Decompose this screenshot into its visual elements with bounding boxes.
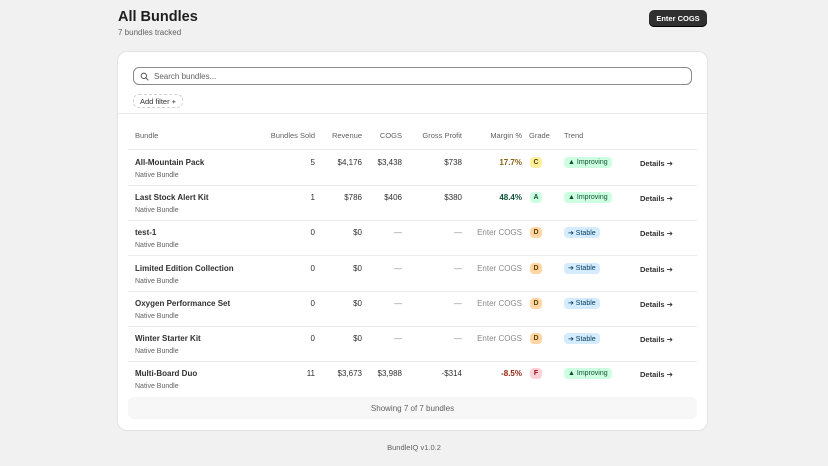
bundle-type: Native Bundle bbox=[135, 207, 179, 215]
gross-profit: $380 bbox=[444, 193, 462, 203]
search-field[interactable] bbox=[133, 67, 692, 85]
trend-badge: ▲ Improving bbox=[564, 368, 612, 380]
col-trend[interactable]: Trend bbox=[564, 131, 584, 140]
revenue: $786 bbox=[344, 193, 362, 203]
trend-badge: ▲ Improving bbox=[564, 192, 612, 204]
revenue: $4,176 bbox=[337, 158, 362, 167]
gross-profit: -$314 bbox=[441, 369, 462, 379]
col-gross-profit[interactable]: Gross Profit bbox=[422, 131, 462, 140]
table-row[interactable]: Multi-Board Duo Native Bundle 11 $3,673 $3,9… bbox=[128, 362, 697, 397]
margin: 17.7% bbox=[499, 158, 522, 167]
margin[interactable]: Enter COGS bbox=[477, 334, 522, 343]
details-link[interactable]: Details ➔ bbox=[640, 299, 673, 309]
app-version: BundleIQ v1.0.2 bbox=[387, 443, 441, 452]
bundle-name: Last Stock Alert Kit bbox=[135, 193, 209, 203]
bundle-type: Native Bundle bbox=[135, 172, 179, 179]
revenue: $0 bbox=[353, 334, 362, 343]
bundle-name: Multi-Board Duo bbox=[135, 369, 198, 379]
search-input[interactable] bbox=[154, 71, 650, 81]
bundle-type: Native Bundle bbox=[135, 348, 179, 355]
page-title: All Bundles bbox=[118, 9, 198, 25]
bundles-sold: 0 bbox=[310, 228, 315, 238]
table-row[interactable]: test-1 Native Bundle 0 $0 — — Enter COGS D ➔ Sta… bbox=[128, 221, 697, 257]
bundles-sold: 1 bbox=[310, 193, 315, 203]
table-footer: Showing 7 of 7 bundles bbox=[128, 397, 697, 419]
bundle-type: Native Bundle bbox=[135, 312, 179, 320]
bundles-sold: 0 bbox=[310, 298, 315, 308]
bundle-name: All-Mountain Pack bbox=[135, 158, 205, 167]
revenue: $3,673 bbox=[337, 369, 362, 379]
cogs: $3,438 bbox=[377, 158, 402, 167]
page-subtitle: 7 bundles tracked bbox=[118, 28, 182, 37]
grade-badge: D bbox=[530, 262, 542, 274]
gross-profit: $738 bbox=[444, 158, 462, 167]
col-grade[interactable]: Grade bbox=[529, 131, 550, 140]
table-row[interactable]: Winter Starter Kit Native Bundle 0 $0 — — Ente… bbox=[128, 327, 697, 362]
grade-badge: D bbox=[530, 297, 542, 309]
enter-cogs-button[interactable]: Enter COGS bbox=[649, 10, 707, 27]
bundle-name: Winter Starter Kit bbox=[135, 334, 201, 343]
margin[interactable]: Enter COGS bbox=[477, 298, 522, 308]
details-link[interactable]: Details ➔ bbox=[640, 194, 673, 204]
revenue: $0 bbox=[353, 298, 362, 308]
col-margin[interactable]: Margin % bbox=[490, 131, 522, 140]
bundles-sold: 0 bbox=[310, 334, 315, 343]
bundle-type: Native Bundle bbox=[135, 242, 179, 250]
details-link[interactable]: Details ➔ bbox=[640, 159, 673, 168]
bundles-sold: 5 bbox=[310, 158, 315, 167]
cogs: — bbox=[394, 334, 402, 343]
col-cogs[interactable]: COGS bbox=[379, 131, 402, 140]
bundle-type: Native Bundle bbox=[135, 277, 179, 285]
trend-badge: ➔ Stable bbox=[564, 262, 600, 274]
grade-badge: F bbox=[530, 368, 542, 380]
bundles-card: Add filter + Bundle Bundles Sold Revenue… bbox=[118, 52, 707, 430]
revenue: $0 bbox=[353, 228, 362, 238]
search-icon bbox=[140, 72, 149, 81]
cogs: — bbox=[394, 228, 402, 238]
margin: 48.4% bbox=[499, 193, 522, 203]
bundles-sold: 11 bbox=[306, 369, 315, 379]
cogs: — bbox=[394, 263, 402, 273]
margin: -8.5% bbox=[501, 369, 522, 379]
revenue: $0 bbox=[353, 263, 362, 273]
table-row[interactable]: All-Mountain Pack Native Bundle 5 $4,176 $3,… bbox=[128, 151, 697, 186]
details-link[interactable]: Details ➔ bbox=[640, 264, 673, 274]
cogs: $3,988 bbox=[377, 369, 402, 379]
grade-badge: A bbox=[530, 192, 542, 204]
bundle-type: Native Bundle bbox=[135, 383, 179, 391]
bundle-name: Oxygen Performance Set bbox=[135, 298, 231, 308]
table-row[interactable]: Oxygen Performance Set Native Bundle 0 $0 — —… bbox=[128, 292, 697, 327]
trend-badge: ➔ Stable bbox=[564, 297, 600, 309]
table-row[interactable]: Limited Edition Collection Native Bundle 0… bbox=[128, 257, 697, 292]
toolbar-divider bbox=[118, 113, 707, 114]
details-link[interactable]: Details ➔ bbox=[640, 229, 673, 239]
gross-profit: — bbox=[454, 298, 462, 308]
grade-badge: D bbox=[530, 333, 542, 344]
table-header: Bundle Bundles Sold Revenue COGS Gross P… bbox=[118, 127, 707, 149]
trend-badge: ▲ Improving bbox=[564, 157, 612, 168]
grade-badge: C bbox=[530, 157, 542, 168]
gross-profit: — bbox=[454, 228, 462, 238]
details-link[interactable]: Details ➔ bbox=[640, 335, 673, 344]
cogs: — bbox=[394, 298, 402, 308]
gross-profit: — bbox=[454, 334, 462, 343]
cogs: $406 bbox=[384, 193, 402, 203]
margin[interactable]: Enter COGS bbox=[477, 263, 522, 273]
col-revenue[interactable]: Revenue bbox=[331, 131, 362, 140]
col-bundle[interactable]: Bundle bbox=[135, 131, 159, 140]
header-divider bbox=[128, 149, 697, 150]
trend-badge: ➔ Stable bbox=[564, 333, 600, 344]
bundle-name: Limited Edition Collection bbox=[135, 263, 234, 273]
grade-badge: D bbox=[530, 227, 542, 239]
margin[interactable]: Enter COGS bbox=[477, 228, 522, 238]
trend-badge: ➔ Stable bbox=[564, 227, 600, 239]
gross-profit: — bbox=[454, 263, 462, 273]
bundles-sold: 0 bbox=[310, 263, 315, 273]
add-filter-button[interactable]: Add filter + bbox=[133, 94, 184, 108]
col-bundles-sold[interactable]: Bundles Sold bbox=[270, 131, 315, 140]
bundle-name: test-1 bbox=[135, 228, 157, 238]
details-link[interactable]: Details ➔ bbox=[640, 370, 673, 380]
table-row[interactable]: Last Stock Alert Kit Native Bundle 1 $786 $4… bbox=[128, 186, 697, 222]
